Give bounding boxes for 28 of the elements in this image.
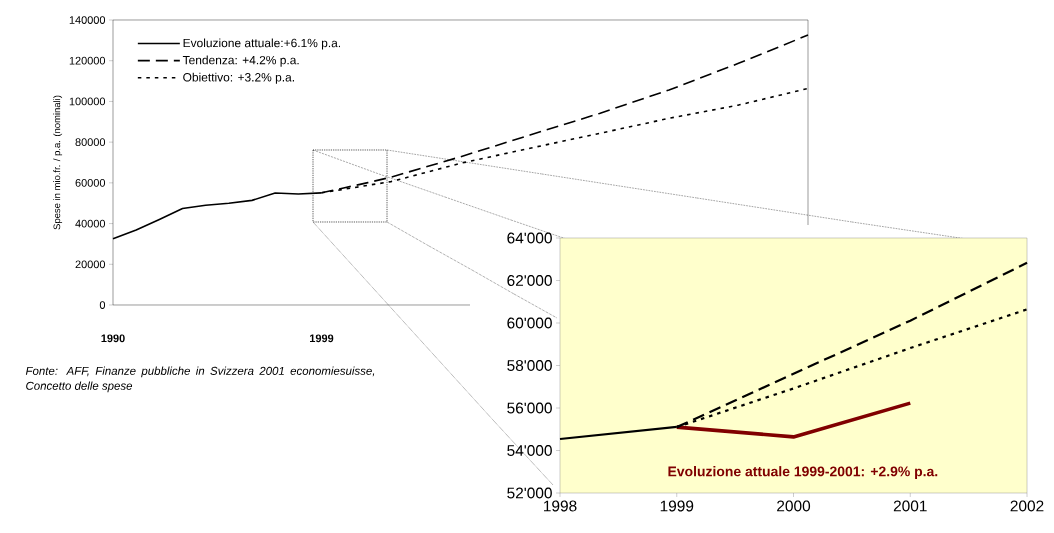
y-tick-label: 54'000 <box>507 445 552 456</box>
legend-label: Evoluzione attuale:+6.1% p.a. <box>183 38 341 50</box>
y-tick-label: 60'000 <box>507 317 552 329</box>
y-tick-label: 60000 <box>75 178 106 187</box>
y-tick-label: 140000 <box>69 16 106 24</box>
x-tick-label: 1999 <box>310 334 334 343</box>
y-tick-label: 56'000 <box>507 402 552 414</box>
x-tick-label: 1990 <box>101 334 125 343</box>
y-tick-label: 52'000 <box>507 487 552 499</box>
y-tick-label: 80000 <box>75 138 106 147</box>
y-axis-title: Spese in mio.fr. / p.a. (nominali) <box>53 95 63 230</box>
y-tick-label: 58'000 <box>507 360 552 371</box>
y-tick-label: 0 <box>99 301 106 309</box>
y-tick-label: 62'000 <box>507 275 552 286</box>
x-tick-label: 2000 <box>777 500 811 512</box>
x-tick-label: 2002 <box>1010 500 1044 512</box>
y-tick-label: 20000 <box>75 260 106 269</box>
source-note: Fonte: AFF, Finanze pubbliche in Svizzera 2001 economiesuisse, Concetto delle spese <box>25 366 375 393</box>
y-tick-label: 64'000 <box>507 232 552 244</box>
x-tick-label: 1998 <box>544 500 577 512</box>
x-tick-label: 2001 <box>893 500 927 512</box>
legend-label: Obiettivo: +3.2% p.a. <box>183 72 294 84</box>
legend-label: Tendenza: +4.2% p.a. <box>182 55 299 67</box>
y-tick-label: 40000 <box>75 219 106 228</box>
y-tick-label: 120000 <box>69 56 106 65</box>
y-tick-label: 100000 <box>69 97 106 106</box>
x-tick-label: 1999 <box>660 500 694 512</box>
text: Evoluzione attuale 1999-2001: +2.9% p.a. <box>668 466 938 480</box>
